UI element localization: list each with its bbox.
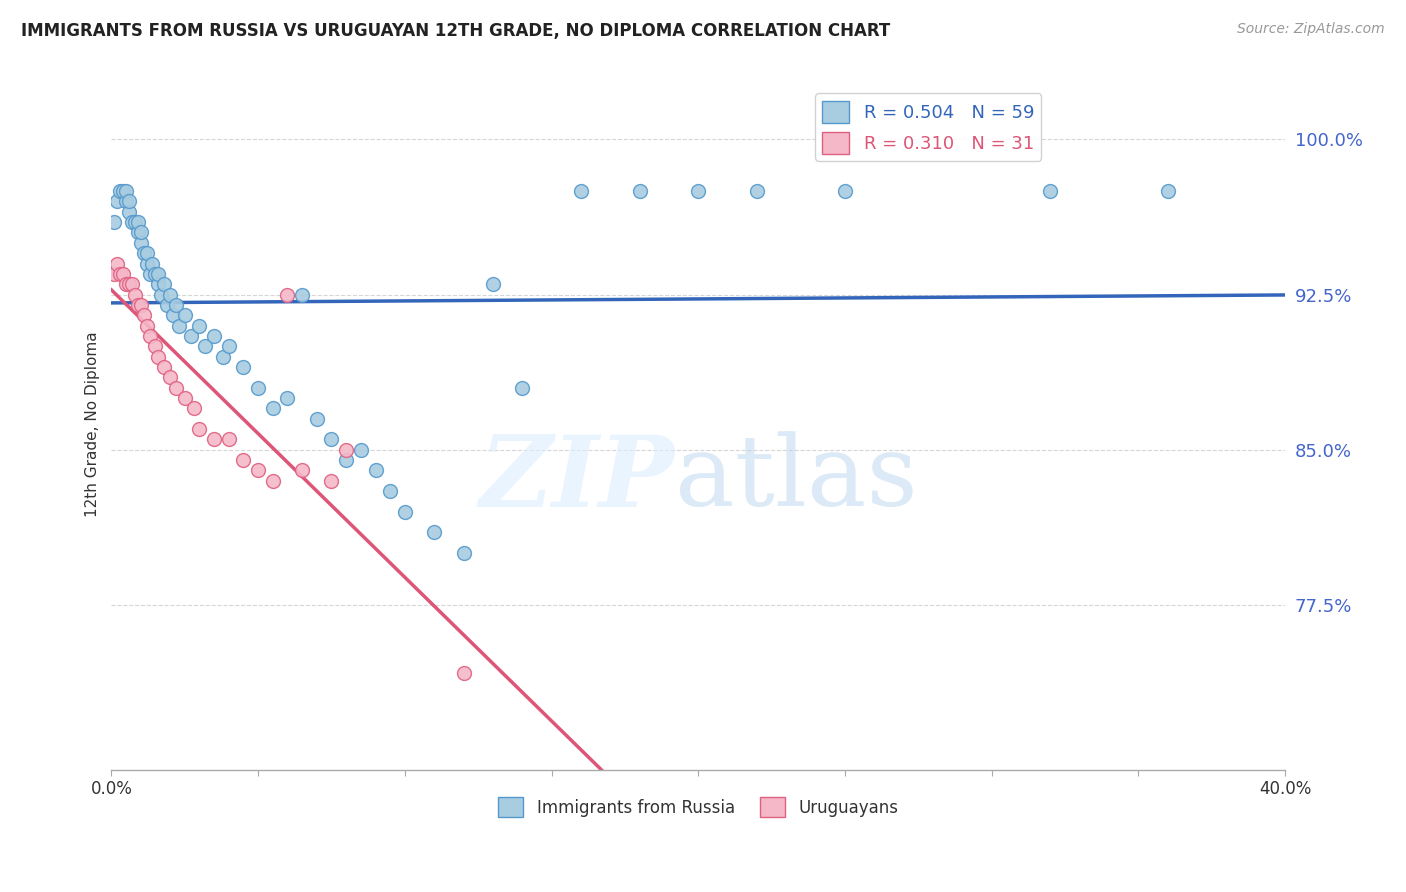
Point: [141, 256, 163, 270]
Point: [112, 267, 135, 281]
Point: [165, 380, 187, 394]
Point: [148, 277, 170, 292]
Point: [194, 339, 217, 353]
Point: [232, 359, 254, 374]
Point: [110, 267, 132, 281]
Point: [173, 308, 195, 322]
Point: [188, 318, 211, 333]
Point: [394, 505, 416, 519]
Point: [350, 442, 373, 457]
Point: [321, 474, 343, 488]
Point: [132, 308, 155, 322]
Text: IMMIGRANTS FROM RUSSIA VS URUGUAYAN 12TH GRADE, NO DIPLOMA CORRELATION CHART: IMMIGRANTS FROM RUSSIA VS URUGUAYAN 12TH…: [21, 22, 890, 40]
Point: [453, 665, 475, 680]
Point: [188, 422, 211, 436]
Y-axis label: 12th Grade, No Diploma: 12th Grade, No Diploma: [86, 331, 100, 516]
Point: [145, 339, 167, 353]
Point: [321, 432, 343, 446]
Point: [247, 380, 270, 394]
Point: [132, 246, 155, 260]
Point: [305, 411, 328, 425]
Point: [127, 215, 149, 229]
Point: [162, 308, 184, 322]
Point: [121, 277, 143, 292]
Point: [628, 184, 651, 198]
Point: [103, 267, 125, 281]
Point: [335, 442, 357, 457]
Point: [135, 256, 157, 270]
Point: [145, 267, 167, 281]
Point: [148, 267, 170, 281]
Point: [118, 194, 141, 209]
Point: [482, 277, 505, 292]
Point: [745, 184, 768, 198]
Point: [118, 204, 141, 219]
Point: [110, 184, 132, 198]
Point: [115, 277, 138, 292]
Text: atlas: atlas: [675, 431, 918, 527]
Point: [291, 463, 314, 477]
Point: [153, 359, 176, 374]
Point: [218, 339, 240, 353]
Point: [212, 350, 235, 364]
Point: [569, 184, 592, 198]
Point: [124, 287, 146, 301]
Point: [291, 287, 314, 301]
Text: Source: ZipAtlas.com: Source: ZipAtlas.com: [1237, 22, 1385, 37]
Point: [148, 350, 170, 364]
Point: [138, 329, 160, 343]
Point: [135, 246, 157, 260]
Point: [124, 215, 146, 229]
Point: [167, 318, 190, 333]
Point: [127, 226, 149, 240]
Point: [118, 277, 141, 292]
Point: [276, 287, 298, 301]
Point: [202, 432, 225, 446]
Point: [173, 391, 195, 405]
Point: [135, 318, 157, 333]
Point: [202, 329, 225, 343]
Point: [159, 287, 181, 301]
Point: [165, 298, 187, 312]
Point: [183, 401, 205, 416]
Point: [121, 215, 143, 229]
Point: [129, 235, 152, 250]
Point: [115, 184, 138, 198]
Point: [115, 194, 138, 209]
Point: [112, 184, 135, 198]
Point: [262, 401, 284, 416]
Legend: Immigrants from Russia, Uruguayans: Immigrants from Russia, Uruguayans: [492, 790, 905, 824]
Point: [453, 546, 475, 560]
Point: [688, 184, 710, 198]
Point: [335, 453, 357, 467]
Point: [103, 215, 125, 229]
Point: [159, 370, 181, 384]
Point: [423, 525, 446, 540]
Point: [138, 267, 160, 281]
Point: [129, 298, 152, 312]
Point: [105, 194, 128, 209]
Point: [105, 256, 128, 270]
Point: [1157, 184, 1180, 198]
Point: [262, 474, 284, 488]
Point: [153, 277, 176, 292]
Point: [276, 391, 298, 405]
Point: [180, 329, 202, 343]
Point: [510, 380, 533, 394]
Point: [1039, 184, 1062, 198]
Point: [127, 298, 149, 312]
Point: [834, 184, 856, 198]
Text: ZIP: ZIP: [479, 431, 675, 527]
Point: [156, 298, 179, 312]
Point: [364, 463, 387, 477]
Point: [380, 483, 402, 498]
Point: [150, 287, 173, 301]
Point: [218, 432, 240, 446]
Point: [232, 453, 254, 467]
Point: [247, 463, 270, 477]
Point: [129, 226, 152, 240]
